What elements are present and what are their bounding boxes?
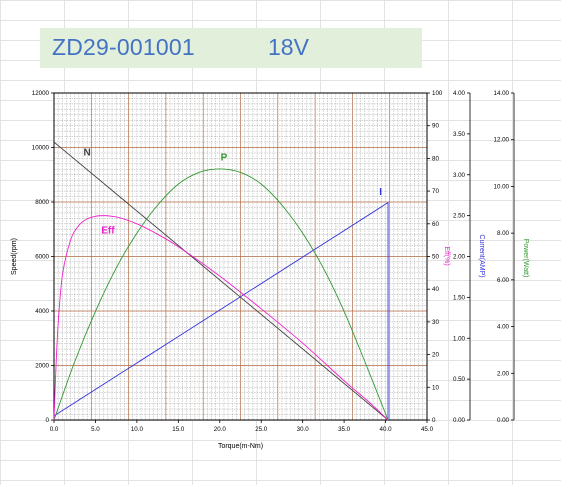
current-axis-label: Current(AMP) xyxy=(478,234,485,277)
speed-tick-label: 8000 xyxy=(35,199,49,206)
x-tick-label: 30.0 xyxy=(297,426,310,433)
efficiency-tick-label: 30 xyxy=(432,319,439,326)
x-tick-label: 40.0 xyxy=(380,426,393,433)
speed-tick-label: 6000 xyxy=(35,254,49,261)
x-axis-label: Torque(m-Nm) xyxy=(218,443,263,450)
current-tick-label: 3.00 xyxy=(453,172,466,179)
efficiency-tick-label: 50 xyxy=(432,254,439,261)
speed-tick-label: 12000 xyxy=(32,90,50,97)
speed-tick-label: 0 xyxy=(46,417,50,424)
efficiency-tick-label: 40 xyxy=(432,286,439,293)
x-tick-label: 15.0 xyxy=(172,426,185,433)
power-tick-label: 4.00 xyxy=(497,324,510,331)
speed-axis-label: Speed(rpm) xyxy=(11,238,18,275)
power-tick-label: 0.00 xyxy=(497,417,510,424)
x-tick-label: 45.0 xyxy=(421,426,434,433)
current-tick-label: 2.00 xyxy=(453,254,466,261)
title-banner: ZD29-001001 18V xyxy=(40,28,422,68)
series-line-n xyxy=(53,141,389,421)
power-tick-label: 14.00 xyxy=(494,90,510,97)
power-tick-label: 6.00 xyxy=(497,277,510,284)
current-tick-label: 1.50 xyxy=(453,294,466,301)
efficiency-tick-label: 80 xyxy=(432,155,439,162)
x-tick-label: 0.0 xyxy=(50,426,59,433)
speed-tick-label: 4000 xyxy=(35,308,49,315)
current-tick-label: 4.00 xyxy=(453,90,466,97)
x-tick-label: 10.0 xyxy=(131,426,144,433)
efficiency-axis-label: Eff(%) xyxy=(443,246,450,265)
curve-label-i: I xyxy=(379,187,382,198)
efficiency-tick-label: 10 xyxy=(432,384,439,391)
x-tick-label: 5.0 xyxy=(91,426,100,433)
curve-label-p: P xyxy=(221,153,228,164)
speed-tick-label: 2000 xyxy=(35,363,49,370)
power-tick-label: 12.00 xyxy=(494,137,510,144)
series-line-i xyxy=(53,201,389,420)
power-tick-label: 8.00 xyxy=(497,230,510,237)
efficiency-tick-label: 100 xyxy=(432,90,443,97)
efficiency-tick-label: 0 xyxy=(432,417,436,424)
efficiency-tick-label: 20 xyxy=(432,352,439,359)
x-tick-label: 25.0 xyxy=(255,426,268,433)
current-tick-label: 3.50 xyxy=(453,131,466,138)
power-axis-label: Power(Watt) xyxy=(522,239,529,278)
power-tick-label: 10.00 xyxy=(494,183,510,190)
power-tick-label: 2.00 xyxy=(497,370,510,377)
current-tick-label: 2.50 xyxy=(453,213,466,220)
current-tick-label: 0.00 xyxy=(453,417,466,424)
series-line-eff xyxy=(53,215,389,421)
efficiency-tick-label: 90 xyxy=(432,123,439,130)
current-tick-label: 0.50 xyxy=(453,376,466,383)
current-tick-label: 1.00 xyxy=(453,335,466,342)
efficiency-tick-label: 60 xyxy=(432,221,439,228)
curve-label-n: N xyxy=(84,148,91,159)
x-tick-label: 20.0 xyxy=(214,426,227,433)
curve-label-eff: Eff xyxy=(101,226,115,237)
model-number: ZD29-001001 xyxy=(52,34,195,60)
efficiency-tick-label: 70 xyxy=(432,188,439,195)
series-line-p xyxy=(53,168,389,421)
voltage-label: 18V xyxy=(268,34,309,60)
x-tick-label: 35.0 xyxy=(338,426,351,433)
speed-tick-label: 10000 xyxy=(32,145,50,152)
